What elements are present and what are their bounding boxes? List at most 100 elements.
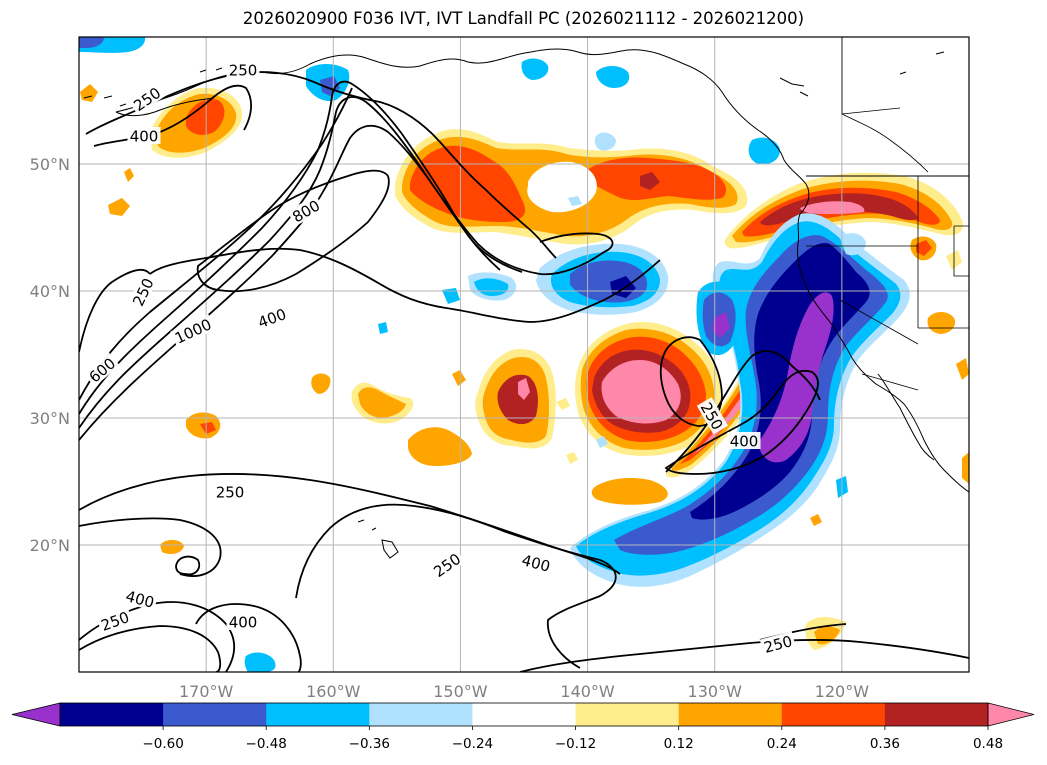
ivt-contour-250-south-a (79, 517, 222, 577)
ivt-contour-400-ring (195, 603, 302, 672)
colorbar-tick-label: −0.60 (142, 736, 183, 752)
baja-coast (877, 373, 935, 461)
colorbar-swatch (266, 703, 370, 726)
ivt-contour-400-north (79, 87, 353, 401)
contour-label: 250 (213, 483, 247, 502)
alaska-peninsula (115, 97, 215, 117)
pc-region (748, 137, 780, 165)
ivt-contour-600 (79, 80, 501, 415)
pc-region (408, 427, 472, 466)
colorbar-tick-label: −0.48 (246, 736, 287, 752)
ivt-contour-250-south-b (295, 503, 601, 599)
ivt-contour-800-inner (196, 169, 390, 293)
contour-label: 400 (517, 550, 555, 576)
pc-region (474, 278, 509, 296)
ivt-contour-250-south-c (547, 559, 617, 669)
pc-region (568, 196, 582, 206)
colorbar: −0.60 −0.48 −0.36 −0.24 −0.12 0.12 0.24 0.36 0.4… (11, 702, 1035, 752)
colorbar-outline (59, 702, 989, 727)
lat-label-30n: 30°N (30, 409, 70, 428)
pc-region (840, 233, 866, 256)
pc-region (672, 364, 760, 471)
bc-coast (797, 183, 810, 245)
hawaii-islands (357, 519, 399, 559)
lon-label-120w: 120°W (815, 682, 870, 701)
ivt-contour-400-front (664, 369, 819, 475)
pc-region (596, 66, 630, 88)
latitude-labels: 50°N 40°N 30°N 20°N (30, 155, 70, 555)
colorbar-tick-label: 0.48 (973, 736, 1003, 752)
pc-region (556, 398, 570, 410)
lon-label-150w: 150°W (433, 682, 488, 701)
pc-region (410, 145, 526, 222)
negative-pc-shading (79, 37, 910, 672)
pc-region (956, 358, 969, 380)
pc-region (521, 58, 549, 80)
colorbar-swatch (369, 703, 473, 726)
svg-text:250: 250 (216, 484, 245, 502)
ivt-contour-250-southeast (519, 638, 969, 672)
aleutian-islands (83, 67, 223, 107)
pc-region (800, 201, 865, 214)
contour-label: 400 (127, 127, 161, 146)
colorbar-tick-label: −0.24 (452, 736, 493, 752)
colorbar-tick-label: 0.24 (767, 736, 797, 752)
longitude-labels: 170°W 160°W 150°W 140°W 130°W 120°W (179, 682, 869, 701)
pc-region (962, 452, 969, 484)
pc-region (801, 251, 838, 278)
pc-region (596, 436, 608, 448)
pc-region (358, 387, 406, 418)
ivt-contour-1000-closing (539, 232, 614, 276)
lat-label-20n: 20°N (30, 536, 70, 555)
pc-region (378, 322, 388, 334)
pc-region (760, 292, 834, 463)
arctic-coast-bits (779, 51, 945, 97)
ivt-contour-250-front (665, 350, 821, 473)
ivt-contour-250-arc (149, 247, 661, 323)
colorbar-tick-label: 0.36 (870, 736, 900, 752)
pc-region (442, 288, 460, 304)
us-west-coast (797, 243, 969, 493)
pc-region (594, 132, 616, 151)
contour-label: 400 (226, 613, 260, 632)
lon-label-160w: 160°W (306, 682, 361, 701)
colorbar-swatch (781, 703, 886, 726)
pc-region (186, 98, 225, 135)
ivt-contour-small-loop (175, 555, 201, 576)
pc-region (640, 172, 660, 190)
pc-region (916, 240, 932, 256)
ivt-contour-250-loop (659, 336, 723, 427)
svg-text:400: 400 (229, 614, 258, 632)
pc-region (566, 452, 578, 464)
map-frame (78, 36, 970, 673)
contour-label: 400 (727, 432, 761, 451)
colorbar-tick-label: 0.12 (664, 736, 694, 752)
lat-label-40n: 40°N (30, 282, 70, 301)
pc-region (810, 514, 822, 526)
colorbar-swatch (163, 703, 267, 726)
svg-text:400: 400 (730, 433, 759, 451)
svg-text:250: 250 (229, 62, 258, 80)
pc-region (124, 168, 134, 182)
canada-provinces (841, 37, 929, 173)
lon-label-130w: 130°W (688, 682, 743, 701)
lon-label-170w: 170°W (179, 682, 234, 701)
pc-region (452, 370, 466, 386)
colorbar-tick-label: −0.36 (349, 736, 390, 752)
pc-region (591, 478, 668, 505)
pc-region (108, 198, 130, 216)
pc-region (927, 312, 956, 334)
pc-region (160, 539, 184, 554)
pc-region (200, 422, 216, 434)
pc-region (244, 652, 276, 672)
ivt-contour-400-south-b (79, 625, 222, 672)
pc-region (311, 373, 331, 394)
lon-label-140w: 140°W (560, 682, 615, 701)
ivt-contour-250-north (79, 268, 151, 353)
colorbar-swatch (575, 703, 680, 726)
svg-text:400: 400 (130, 128, 159, 146)
map-title: 2026020900 F036 IVT, IVT Landfall PC (20… (242, 9, 805, 28)
colorbar-swatch (472, 703, 577, 726)
